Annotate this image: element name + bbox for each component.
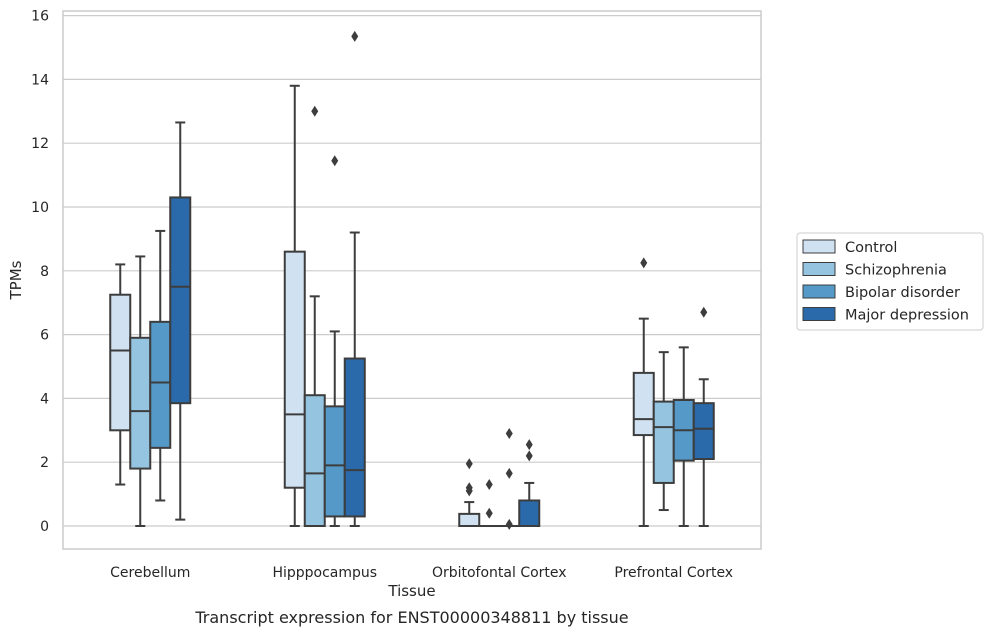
box-body	[652, 400, 675, 484]
box	[303, 105, 326, 527]
box	[169, 121, 192, 521]
box	[652, 351, 675, 512]
box	[478, 479, 501, 528]
outlier-marker	[465, 458, 473, 470]
box	[518, 439, 541, 528]
y-tick-label: 8	[40, 264, 49, 280]
outlier-marker	[525, 439, 533, 451]
legend-label: Control	[845, 240, 897, 256]
legend-swatch	[802, 307, 836, 321]
y-tick-label: 2	[40, 455, 49, 471]
y-axis-ticks: 0 2 4 6 8 10 12 14 16	[31, 9, 49, 535]
outlier-marker	[505, 518, 513, 530]
box	[283, 84, 306, 527]
x-tick-label: Cerebellum	[110, 565, 190, 581]
x-axis-label: Tissue	[387, 582, 435, 600]
box	[343, 30, 366, 527]
outlier-marker	[640, 257, 648, 269]
legend-label: Schizophrenia	[845, 263, 947, 279]
box-body	[149, 320, 172, 449]
y-tick-label: 4	[40, 391, 49, 407]
box-body	[283, 250, 306, 489]
outlier-marker	[505, 427, 513, 439]
box-body	[303, 394, 326, 527]
box-body	[632, 371, 655, 437]
box	[129, 255, 152, 527]
box	[149, 229, 172, 502]
y-tick-label: 14	[31, 72, 49, 88]
box-body	[692, 402, 715, 461]
box	[692, 306, 715, 527]
legend: Control Schizophrenia Bipolar disorder Majo…	[796, 232, 984, 331]
x-tick-label: Hipppocampus	[272, 565, 377, 581]
box-body	[109, 293, 132, 432]
outlier-marker	[485, 507, 493, 519]
y-tick-label: 0	[40, 519, 49, 535]
box	[323, 155, 346, 527]
legend-label: Bipolar disorder	[845, 285, 960, 301]
box	[632, 257, 655, 527]
box-body	[129, 336, 152, 470]
box-body	[458, 512, 481, 527]
outlier-marker	[311, 105, 319, 117]
outlier-marker	[700, 306, 708, 318]
chart-caption: Transcript expression for ENST0000034881…	[194, 608, 628, 627]
legend-swatch	[802, 262, 836, 276]
y-tick-label: 6	[40, 328, 49, 344]
x-tick-label: Prefrontal Cortex	[614, 565, 733, 581]
outlier-marker	[331, 155, 339, 167]
outlier-marker	[485, 479, 493, 491]
x-axis-ticks: Cerebellum Hipppocampus Orbitofontal Corte…	[110, 565, 733, 581]
legend-swatch	[802, 284, 836, 299]
boxes-layer	[109, 30, 715, 530]
outlier-marker	[525, 450, 533, 462]
box-body	[323, 405, 346, 518]
x-tick-label: Orbitofontal Cortex	[432, 565, 567, 581]
y-tick-label: 10	[31, 200, 49, 216]
legend-label: Major depression	[845, 308, 969, 324]
box-body	[169, 196, 192, 405]
box	[458, 458, 481, 527]
plot-frame	[62, 10, 762, 550]
outlier-marker	[351, 30, 359, 42]
outlier-marker	[465, 482, 473, 494]
y-tick-label: 16	[31, 9, 49, 25]
box-body	[518, 499, 541, 528]
legend-swatch	[802, 239, 836, 254]
y-axis-label: TPMs	[7, 260, 25, 300]
outlier-marker	[505, 467, 513, 479]
box-body	[343, 357, 366, 518]
y-tick-label: 12	[31, 136, 49, 152]
legend-frame	[796, 232, 984, 331]
